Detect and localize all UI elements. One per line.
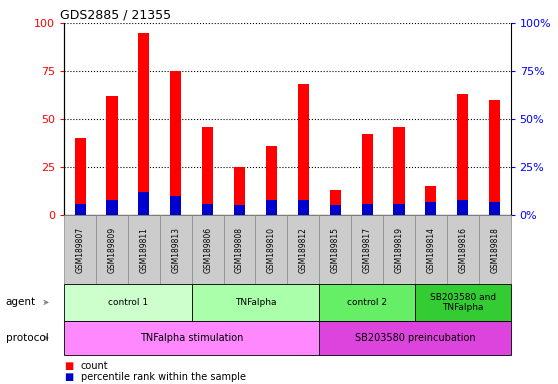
Text: ■: ■ — [64, 361, 74, 371]
Bar — [457, 94, 468, 215]
Text: GSM189817: GSM189817 — [363, 227, 372, 273]
Text: GSM189812: GSM189812 — [299, 227, 308, 273]
Bar — [170, 71, 181, 215]
Text: GSM189818: GSM189818 — [490, 227, 499, 273]
Bar — [362, 204, 373, 215]
Bar — [202, 204, 213, 215]
Bar — [170, 196, 181, 215]
Text: TNFalpha: TNFalpha — [235, 298, 276, 307]
Text: GSM189809: GSM189809 — [108, 227, 117, 273]
Bar — [393, 204, 405, 215]
Text: GSM189815: GSM189815 — [331, 227, 340, 273]
Text: GSM189807: GSM189807 — [76, 227, 85, 273]
Bar — [298, 200, 309, 215]
Bar — [425, 186, 436, 215]
Bar — [330, 205, 341, 215]
Text: GSM189813: GSM189813 — [171, 227, 180, 273]
Bar — [107, 200, 118, 215]
Bar — [457, 200, 468, 215]
Text: GSM189819: GSM189819 — [395, 227, 403, 273]
Text: protocol: protocol — [6, 333, 49, 343]
Bar — [362, 134, 373, 215]
Bar — [298, 84, 309, 215]
Text: count: count — [81, 361, 109, 371]
Bar — [202, 127, 213, 215]
Bar — [266, 146, 277, 215]
Text: GDS2885 / 21355: GDS2885 / 21355 — [60, 9, 171, 22]
Bar — [266, 200, 277, 215]
Text: ■: ■ — [64, 372, 74, 382]
Bar — [489, 100, 500, 215]
Bar — [489, 202, 500, 215]
Bar — [138, 192, 150, 215]
Text: control 2: control 2 — [347, 298, 387, 307]
Bar — [234, 205, 245, 215]
Text: GSM189816: GSM189816 — [458, 227, 467, 273]
Text: agent: agent — [6, 297, 36, 308]
Text: SB203580 preincubation: SB203580 preincubation — [354, 333, 475, 343]
Bar — [425, 202, 436, 215]
Text: SB203580 and
TNFalpha: SB203580 and TNFalpha — [430, 293, 496, 312]
Text: GSM189814: GSM189814 — [426, 227, 435, 273]
Text: GSM189810: GSM189810 — [267, 227, 276, 273]
Text: control 1: control 1 — [108, 298, 148, 307]
Text: TNFalpha stimulation: TNFalpha stimulation — [140, 333, 243, 343]
Text: GSM189808: GSM189808 — [235, 227, 244, 273]
Bar — [75, 204, 86, 215]
Text: GSM189811: GSM189811 — [140, 227, 148, 273]
Bar — [330, 190, 341, 215]
Bar — [393, 127, 405, 215]
Text: GSM189806: GSM189806 — [203, 227, 212, 273]
Text: percentile rank within the sample: percentile rank within the sample — [81, 372, 246, 382]
Bar — [75, 138, 86, 215]
Bar — [234, 167, 245, 215]
Bar — [107, 96, 118, 215]
Bar — [138, 33, 150, 215]
